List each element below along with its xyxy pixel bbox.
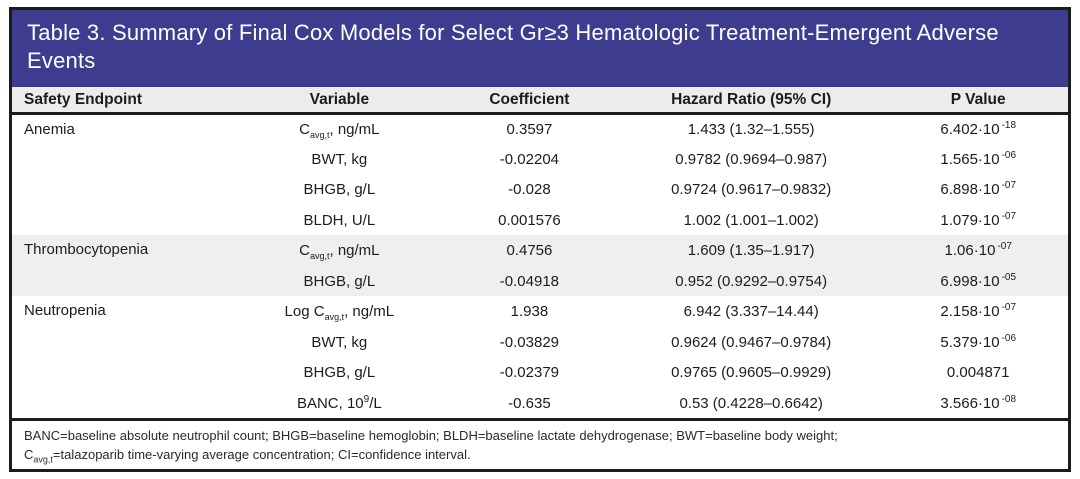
cox-models-table: Safety Endpoint Variable Coefficient Hazard… xyxy=(12,87,1068,419)
coefficient-cell: 0.3597 xyxy=(444,113,614,144)
hazard-ratio-cell: 0.9782 (0.9694–0.987) xyxy=(613,143,889,175)
variable-cell: Cavg,t, ng/mL xyxy=(233,235,445,266)
variable-cell: BLDH, U/L xyxy=(233,204,445,236)
hazard-ratio-cell: 0.9724 (0.9617–0.9832) xyxy=(613,174,889,205)
table-row: BHGB, g/L -0.04918 0.952 (0.9292–0.9754) 6.… xyxy=(12,265,1068,297)
coefficient-cell: 1.938 xyxy=(444,296,614,327)
footnote-line: BANC=baseline absolute neutrophil count;… xyxy=(24,428,838,444)
variable-cell: Cavg,t, ng/mL xyxy=(233,113,445,144)
column-header-safety-endpoint: Safety Endpoint xyxy=(12,87,234,115)
table-header: Safety Endpoint Variable Coefficient Hazard… xyxy=(12,87,1068,115)
coefficient-cell: -0.028 xyxy=(444,174,614,205)
endpoint-cell: Thrombocytopenia xyxy=(12,235,234,297)
p-value-cell: 1.079·10 -07 xyxy=(888,204,1068,236)
p-value-cell: 0.004871 xyxy=(888,357,1068,388)
p-value-cell: 6.898·10 -07 xyxy=(888,174,1068,205)
table-row: BWT, kg -0.02204 0.9782 (0.9694–0.987) 1.56… xyxy=(12,143,1068,175)
variable-cell: BWT, kg xyxy=(233,326,445,358)
p-value-cell: 1.06·10 -07 xyxy=(888,235,1068,266)
table-row: BLDH, U/L 0.001576 1.002 (1.001–1.002) 1.07… xyxy=(12,204,1068,236)
table-row: Thrombocytopenia Cavg,t, ng/mL 0.4756 1.609… xyxy=(12,235,1068,297)
table-row: Neutropenia Log Cavg,t, ng/mL 1.938 6.942 (… xyxy=(12,296,1068,419)
p-value-cell: 5.379·10 -06 xyxy=(888,326,1068,358)
coefficient-cell: -0.03829 xyxy=(444,326,614,358)
column-header-coefficient: Coefficient xyxy=(444,87,614,115)
coefficient-cell: 0.001576 xyxy=(444,204,614,236)
p-value-cell: 6.998·10 -05 xyxy=(888,265,1068,297)
p-value-cell: 6.402·10 -18 xyxy=(888,113,1068,144)
variable-cell: BWT, kg xyxy=(233,143,445,175)
hazard-ratio-cell: 0.9765 (0.9605–0.9929) xyxy=(613,357,889,388)
table-row: BANC, 109/L -0.635 0.53 (0.4228–0.6642) 3.5… xyxy=(12,387,1068,419)
footnote-line: Cavg,t=talazoparib time-varying average … xyxy=(24,447,471,465)
coefficient-cell: 0.4756 xyxy=(444,235,614,266)
hazard-ratio-cell: 1.609 (1.35–1.917) xyxy=(613,235,889,266)
hazard-ratio-cell: 6.942 (3.337–14.44) xyxy=(613,296,889,327)
variable-cell: BANC, 109/L xyxy=(233,387,445,419)
variable-cell: BHGB, g/L xyxy=(233,265,445,297)
table-figure-frame: Table 3. Summary of Final Cox Models for… xyxy=(9,7,1071,472)
column-header-variable: Variable xyxy=(233,87,445,115)
table-row: BWT, kg -0.03829 0.9624 (0.9467–0.9784) 5.3… xyxy=(12,326,1068,358)
coefficient-cell: -0.04918 xyxy=(444,265,614,297)
variable-cell: BHGB, g/L xyxy=(233,174,445,205)
coefficient-cell: -0.635 xyxy=(444,387,614,419)
table-title: Table 3. Summary of Final Cox Models for… xyxy=(27,20,999,74)
hazard-ratio-cell: 0.9624 (0.9467–0.9784) xyxy=(613,326,889,358)
coefficient-cell: -0.02379 xyxy=(444,357,614,388)
hazard-ratio-cell: 1.433 (1.32–1.555) xyxy=(613,113,889,144)
table-row: Anemia Cavg,t, ng/mL 0.3597 1.433 (1.32–1.5… xyxy=(12,113,1068,236)
variable-cell: Log Cavg,t, ng/mL xyxy=(233,296,445,327)
table-body: Anemia Cavg,t, ng/mL 0.3597 1.433 (1.32–1.5… xyxy=(12,113,1068,419)
table-header-row: Safety Endpoint Variable Coefficient Hazard… xyxy=(12,87,1068,115)
p-value-cell: 1.565·10 -06 xyxy=(888,143,1068,175)
column-header-p-value: P Value xyxy=(888,87,1068,115)
table-row: BHGB, g/L -0.02379 0.9765 (0.9605–0.9929) 0… xyxy=(12,357,1068,388)
table-title-bar: Table 3. Summary of Final Cox Models for… xyxy=(12,10,1068,88)
endpoint-cell: Neutropenia xyxy=(12,296,234,419)
table-row: BHGB, g/L -0.028 0.9724 (0.9617–0.9832) 6.8… xyxy=(12,174,1068,205)
p-value-cell: 3.566·10 -08 xyxy=(888,387,1068,419)
hazard-ratio-cell: 0.952 (0.9292–0.9754) xyxy=(613,265,889,297)
endpoint-cell: Anemia xyxy=(12,113,234,236)
hazard-ratio-cell: 0.53 (0.4228–0.6642) xyxy=(613,387,889,419)
column-header-hazard-ratio-95-ci: Hazard Ratio (95% CI) xyxy=(613,87,889,115)
coefficient-cell: -0.02204 xyxy=(444,143,614,175)
table-footnote: BANC=baseline absolute neutrophil count;… xyxy=(12,418,1068,469)
variable-cell: BHGB, g/L xyxy=(233,357,445,388)
hazard-ratio-cell: 1.002 (1.001–1.002) xyxy=(613,204,889,236)
p-value-cell: 2.158·10 -07 xyxy=(888,296,1068,327)
